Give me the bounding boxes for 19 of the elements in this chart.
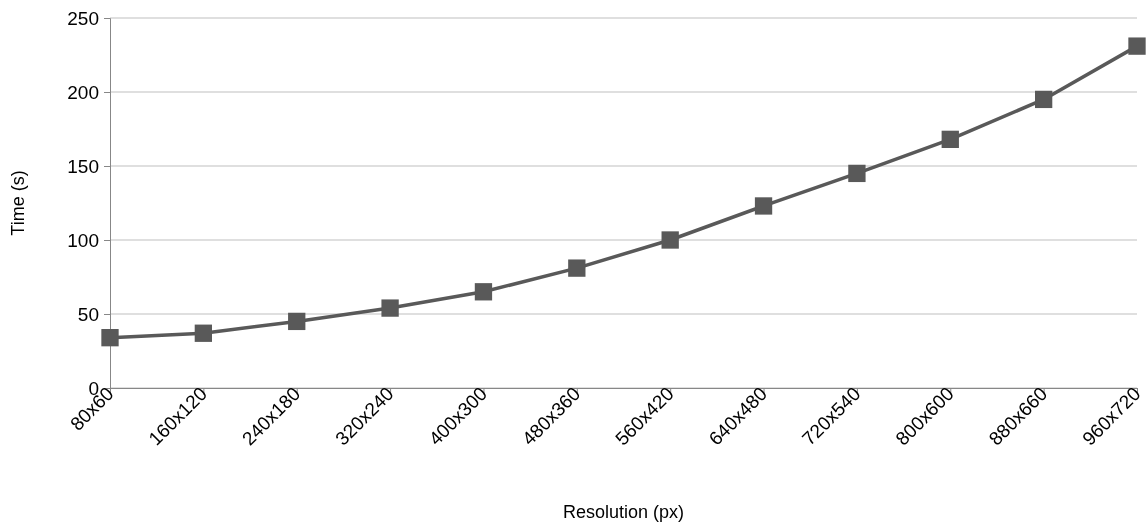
- point: [288, 312, 306, 331]
- point: [568, 259, 586, 277]
- y-axis-title: Time (s): [8, 170, 28, 236]
- point: [194, 324, 213, 342]
- point: [754, 197, 773, 215]
- point: [848, 164, 866, 183]
- y-tick-label: 50: [77, 303, 99, 325]
- y-tick-label: 100: [67, 229, 99, 251]
- y-tick-label: 200: [67, 81, 99, 103]
- point: [101, 329, 119, 347]
- x-axis-title: Resolution (px): [562, 502, 685, 522]
- y-tick-label: 150: [67, 155, 99, 177]
- point: [381, 299, 399, 317]
- point: [1034, 90, 1053, 109]
- point: [474, 283, 493, 301]
- point: [941, 130, 959, 149]
- y-tick-label: 250: [67, 7, 99, 29]
- point: [661, 231, 679, 249]
- point: [1128, 37, 1146, 55]
